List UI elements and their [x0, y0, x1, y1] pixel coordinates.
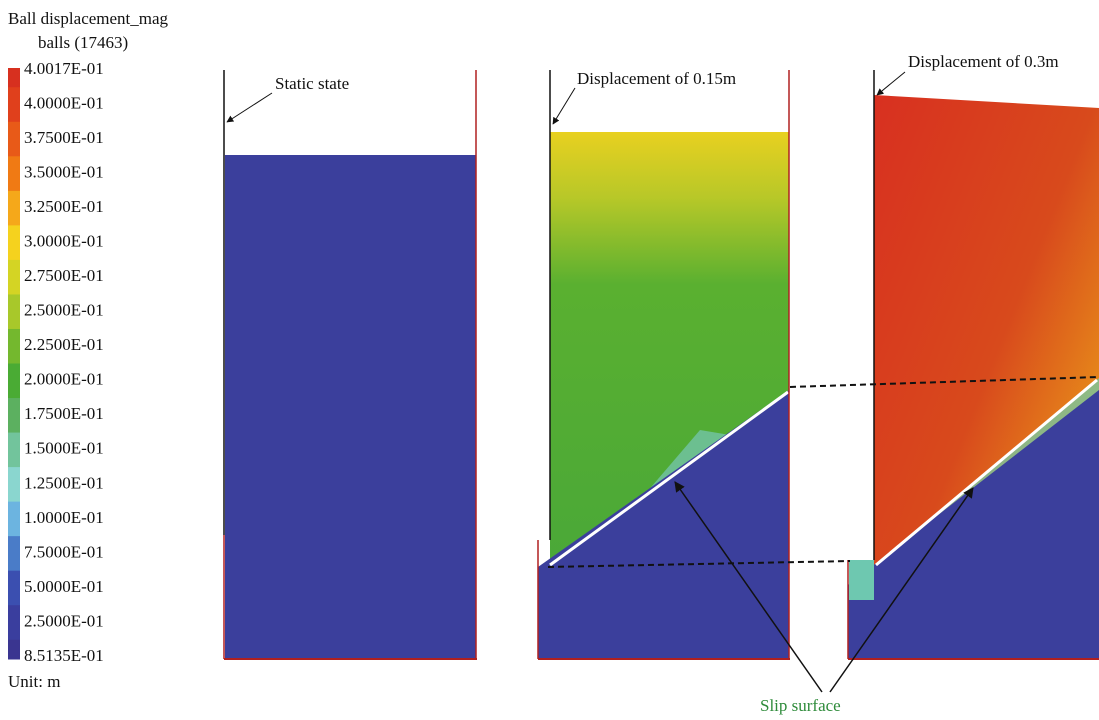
color-swatch — [8, 536, 20, 571]
legend-label: 2.7500E-01 — [24, 266, 104, 285]
legend-label: 3.7500E-01 — [24, 128, 104, 147]
color-swatch — [8, 225, 20, 260]
legend-label: 1.5000E-01 — [24, 439, 104, 458]
arrow — [553, 88, 575, 124]
color-swatch — [8, 605, 20, 640]
legend-label: 2.5000E-01 — [24, 611, 104, 630]
legend-label: 2.5000E-01 — [24, 301, 104, 320]
color-swatch — [8, 122, 20, 157]
legend-label: 1.7500E-01 — [24, 404, 104, 423]
color-swatch — [8, 294, 20, 329]
legend-label: 1.2500E-01 — [24, 473, 104, 492]
color-swatch — [8, 191, 20, 226]
panel-label: Static state — [275, 74, 349, 93]
color-swatch — [8, 640, 20, 660]
legend-label: 2.0000E-01 — [24, 370, 104, 389]
legend-unit: Unit: m — [8, 672, 60, 691]
particle-bed — [849, 560, 874, 600]
annotation: Slip surface — [760, 696, 841, 715]
arrow — [877, 72, 905, 95]
legend-label: 8.5135E-01 — [24, 646, 104, 665]
legend-label: 4.0000E-01 — [24, 93, 104, 112]
color-swatch — [8, 433, 20, 468]
color-swatch — [8, 364, 20, 399]
color-swatch — [8, 156, 20, 191]
particle-bed — [225, 155, 476, 658]
legend-label: 1.0000E-01 — [24, 508, 104, 527]
color-swatch — [8, 502, 20, 537]
legend: 4.0017E-01 4.0000E-01 3.7500E-01 3.5000E-01… — [8, 59, 104, 665]
legend-label: 3.0000E-01 — [24, 232, 104, 251]
color-swatch — [8, 329, 20, 364]
color-swatch — [8, 260, 20, 295]
legend-label: 5.0000E-01 — [24, 577, 104, 596]
legend-label: 4.0017E-01 — [24, 59, 104, 78]
color-swatch — [8, 467, 20, 502]
panel-label: Displacement of 0.15m — [577, 69, 736, 88]
legend-subtitle: balls (17463) — [38, 33, 128, 52]
legend-label: 3.2500E-01 — [24, 197, 104, 216]
color-swatch — [8, 68, 20, 88]
color-swatch — [8, 398, 20, 433]
color-swatch — [8, 571, 20, 606]
figure: Ball displacement_mag balls (17463) 4.00… — [0, 0, 1099, 720]
legend-label: 2.2500E-01 — [24, 335, 104, 354]
panel-label: Displacement of 0.3m — [908, 52, 1059, 71]
legend-label: 3.5000E-01 — [24, 162, 104, 181]
color-swatch — [8, 87, 20, 122]
legend-label: 7.5000E-01 — [24, 542, 104, 561]
legend-title: Ball displacement_mag — [8, 9, 169, 28]
arrow — [227, 93, 272, 122]
